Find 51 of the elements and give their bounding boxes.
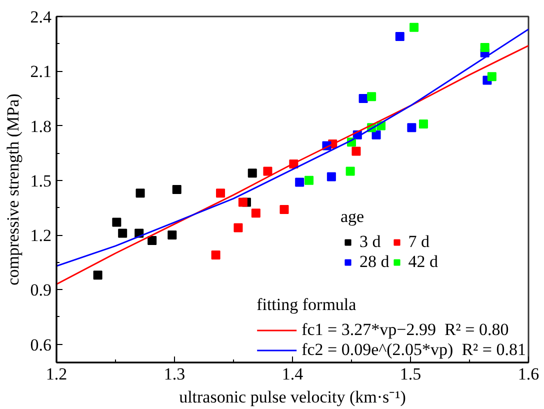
- point: [352, 146, 361, 156]
- point: [168, 230, 177, 240]
- point: [480, 42, 490, 52]
- point: [326, 172, 336, 182]
- y-tick-label: 0.6: [30, 335, 52, 354]
- point: [295, 178, 304, 187]
- y-tick-label: 1.8: [30, 116, 52, 136]
- point: [211, 250, 220, 260]
- point: [216, 188, 226, 198]
- legend-label: 28 d: [360, 252, 390, 272]
- point: [93, 270, 102, 280]
- point: [367, 92, 376, 102]
- point: [418, 119, 428, 128]
- point: [395, 32, 404, 42]
- point: [280, 205, 289, 214]
- y-tick-label: 2.4: [30, 8, 52, 26]
- point: [346, 166, 355, 176]
- legend-title: age: [340, 207, 366, 227]
- legend-label: fc2 = 0.09e^(2.05*vp) R² = 0.81: [302, 340, 526, 360]
- legend-label: 42 d: [408, 252, 438, 272]
- legend-label: 3 d: [360, 232, 381, 252]
- x-tick-label: 1.5: [400, 364, 422, 384]
- x-axis-title: ultrasonic pulse velocity (km·s⁻¹): [179, 388, 406, 406]
- point: [410, 22, 419, 32]
- point: [487, 72, 496, 82]
- y-axis-title: compressive strength (MPa): [3, 94, 22, 286]
- point: [372, 130, 381, 140]
- legend-label: 7 d: [408, 232, 430, 252]
- point: [148, 236, 157, 245]
- y-tick-label: 1.2: [30, 226, 52, 246]
- point: [358, 94, 368, 103]
- y-tick-label: 2.1: [30, 62, 52, 82]
- annotation: fitting formula: [256, 295, 358, 315]
- point: [263, 166, 272, 176]
- point: [251, 208, 260, 218]
- x-tick-label: 1.4: [282, 364, 304, 384]
- point: [112, 218, 122, 227]
- point: [172, 185, 182, 194]
- point: [136, 188, 145, 198]
- y-tick-label: 1.5: [30, 171, 52, 190]
- point: [238, 198, 248, 207]
- y-tick-label: 0.9: [30, 280, 52, 300]
- point: [407, 123, 416, 132]
- x-tick-label: 1.3: [164, 364, 186, 384]
- x-tick-label: 1.6: [518, 364, 540, 384]
- point: [248, 168, 257, 178]
- legend-label: fc1 = 3.27*vp−2.99 R² = 0.80: [302, 320, 509, 340]
- point: [118, 228, 128, 238]
- point: [304, 176, 314, 185]
- point: [234, 223, 243, 232]
- x-tick-label: 1.2: [46, 364, 68, 384]
